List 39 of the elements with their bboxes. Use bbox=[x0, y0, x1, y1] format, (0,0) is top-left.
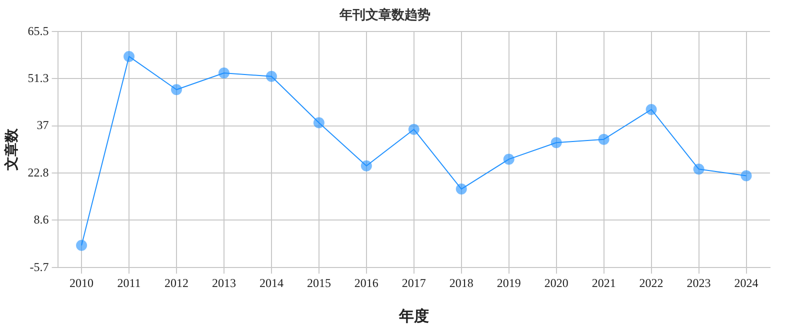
point bbox=[360, 160, 372, 172]
point bbox=[550, 137, 562, 148]
y-tick-label: 22.8 bbox=[28, 165, 49, 180]
x-tick-label: 2019 bbox=[496, 276, 521, 290]
point bbox=[408, 124, 420, 135]
x-tick-label: 2022 bbox=[639, 276, 664, 290]
point bbox=[124, 50, 135, 62]
y-tick-label: 65.5 bbox=[28, 24, 49, 38]
point bbox=[646, 104, 657, 115]
point bbox=[218, 68, 230, 79]
x-tick-label: 2017 bbox=[402, 276, 426, 290]
point bbox=[598, 134, 610, 145]
x-tick-label: 2013 bbox=[212, 276, 236, 290]
y-tick-label: 51.3 bbox=[28, 70, 49, 85]
x-tick-label: 2011 bbox=[117, 276, 141, 290]
y-axis-title: 文章数 bbox=[3, 128, 20, 172]
point bbox=[740, 170, 752, 182]
x-tick-label: 2014 bbox=[259, 276, 284, 290]
x-tick-label: 2023 bbox=[686, 276, 711, 290]
y-tick-label: 37 bbox=[36, 118, 49, 132]
x-tick-label: 2021 bbox=[592, 276, 616, 290]
x-tick-label: 2016 bbox=[354, 276, 378, 290]
point bbox=[313, 117, 324, 128]
point bbox=[171, 84, 182, 96]
x-tick-label: 2024 bbox=[734, 276, 758, 290]
x-tick-label: 2020 bbox=[544, 276, 568, 290]
x-axis-title: 年度 bbox=[398, 306, 429, 325]
x-tick-label: 2015 bbox=[306, 276, 331, 290]
point bbox=[503, 154, 514, 165]
x-tick-label: 2018 bbox=[449, 276, 474, 290]
chart-title: 年刊文章数趋势 bbox=[338, 7, 430, 22]
point bbox=[266, 70, 277, 82]
y-tick-label: 8.6 bbox=[34, 212, 49, 226]
x-tick-label: 2012 bbox=[164, 276, 188, 290]
x-tick-label: 2010 bbox=[70, 276, 94, 290]
point bbox=[693, 164, 704, 175]
y-tick-label: -5.7 bbox=[30, 260, 49, 274]
point bbox=[456, 184, 467, 195]
point bbox=[76, 240, 88, 251]
